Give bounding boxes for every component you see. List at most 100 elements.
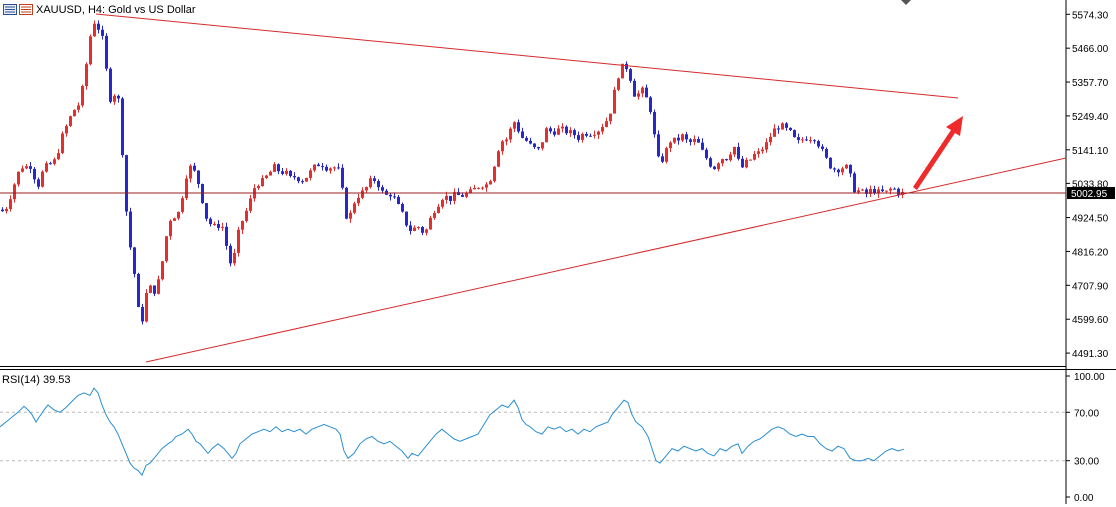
candle-95 bbox=[381, 184, 384, 194]
candle-body bbox=[525, 137, 528, 141]
candle-body bbox=[449, 195, 452, 201]
candle-78 bbox=[313, 164, 316, 173]
candle-body bbox=[773, 128, 776, 137]
candle-body bbox=[305, 177, 308, 182]
candle-body bbox=[189, 165, 192, 179]
candle-body bbox=[209, 218, 212, 225]
candle-body bbox=[341, 167, 344, 188]
candle-body bbox=[285, 170, 288, 174]
candle-body bbox=[161, 261, 164, 280]
candle-120 bbox=[481, 186, 484, 191]
candle-body bbox=[873, 189, 876, 194]
candle-body bbox=[469, 189, 472, 194]
candle-body bbox=[473, 188, 476, 190]
candle-body bbox=[69, 116, 72, 126]
candle-body bbox=[1, 209, 4, 212]
candle-9 bbox=[37, 177, 40, 190]
candle-body bbox=[85, 64, 88, 87]
candle-48 bbox=[193, 162, 196, 172]
candle-body bbox=[841, 168, 844, 173]
indicator-title: RSI(14) 39.53 bbox=[2, 374, 71, 386]
candle-20 bbox=[81, 84, 84, 108]
candle-body bbox=[33, 168, 36, 180]
candle-body bbox=[585, 133, 588, 136]
candle-0 bbox=[1, 207, 4, 212]
candle-body bbox=[677, 137, 680, 141]
candle-16 bbox=[65, 124, 68, 137]
breakout-arrow-icon[interactable] bbox=[913, 116, 963, 190]
candle-154 bbox=[617, 77, 620, 92]
candle-body bbox=[685, 134, 688, 140]
candle-body bbox=[533, 143, 536, 148]
candle-body bbox=[485, 184, 488, 188]
properties-icon[interactable] bbox=[19, 4, 33, 15]
candle-body bbox=[309, 170, 312, 178]
rsi-axis: 100.00 70.00 30.00 0.00 bbox=[0, 372, 1105, 504]
candle-118 bbox=[473, 184, 476, 190]
candle-body bbox=[293, 176, 296, 178]
candle-194 bbox=[777, 125, 780, 134]
candle-135 bbox=[541, 142, 544, 151]
candle-body bbox=[373, 178, 376, 182]
candle-body bbox=[321, 166, 324, 168]
candle-body bbox=[297, 177, 300, 182]
scroll-marker-icon[interactable] bbox=[901, 0, 911, 5]
candle-71 bbox=[285, 168, 288, 176]
candle-body bbox=[313, 164, 316, 171]
candle-17 bbox=[69, 115, 72, 127]
candle-body bbox=[589, 135, 592, 137]
candle-body bbox=[565, 126, 568, 134]
candle-39 bbox=[157, 275, 160, 295]
candle-89 bbox=[357, 193, 360, 207]
candle-109 bbox=[437, 204, 440, 214]
candle-217 bbox=[869, 185, 872, 197]
candle-43 bbox=[173, 217, 176, 221]
candle-73 bbox=[293, 172, 296, 180]
candle-body bbox=[717, 163, 720, 170]
candle-26 bbox=[105, 33, 108, 72]
price-tick-label-0: 5574.30 bbox=[1072, 10, 1109, 21]
candle-40 bbox=[161, 261, 164, 281]
candle-body bbox=[493, 166, 496, 182]
candle-133 bbox=[533, 143, 536, 150]
candle-188 bbox=[753, 151, 756, 161]
candle-body bbox=[405, 211, 408, 226]
candle-body bbox=[225, 226, 228, 246]
candle-83 bbox=[333, 166, 336, 172]
candle-140 bbox=[561, 123, 564, 133]
candle-body bbox=[97, 23, 100, 30]
candle-176 bbox=[705, 147, 708, 160]
candle-114 bbox=[457, 188, 460, 196]
candle-body bbox=[709, 158, 712, 167]
candle-body bbox=[413, 227, 416, 231]
candle-121 bbox=[485, 182, 488, 192]
candle-body bbox=[5, 209, 8, 212]
rsi-tick-label-3: 0.00 bbox=[1074, 493, 1094, 504]
candle-161 bbox=[645, 84, 648, 98]
candle-144 bbox=[577, 131, 580, 143]
lower-trendline[interactable] bbox=[145, 157, 1067, 363]
candle-49 bbox=[197, 170, 200, 188]
candle-body bbox=[553, 131, 556, 135]
trend-drawings[interactable] bbox=[95, 13, 1067, 363]
candle-body bbox=[45, 163, 48, 172]
candle-body bbox=[681, 134, 684, 141]
candle-body bbox=[541, 142, 544, 149]
candle-body bbox=[145, 292, 148, 322]
candle-body bbox=[833, 168, 836, 170]
candle-body bbox=[229, 245, 232, 264]
upper-trendline[interactable] bbox=[95, 13, 959, 99]
candle-body bbox=[573, 130, 576, 136]
candle-13 bbox=[53, 157, 56, 166]
candle-126 bbox=[505, 137, 508, 146]
candle-35 bbox=[141, 303, 144, 325]
candle-146 bbox=[585, 131, 588, 138]
candle-body bbox=[345, 187, 348, 219]
chart-type-icon[interactable] bbox=[3, 4, 17, 15]
candle-101 bbox=[405, 211, 408, 227]
candle-183 bbox=[733, 146, 736, 158]
candle-body bbox=[129, 211, 132, 248]
price-tick-label-7: 4816.20 bbox=[1072, 247, 1109, 258]
